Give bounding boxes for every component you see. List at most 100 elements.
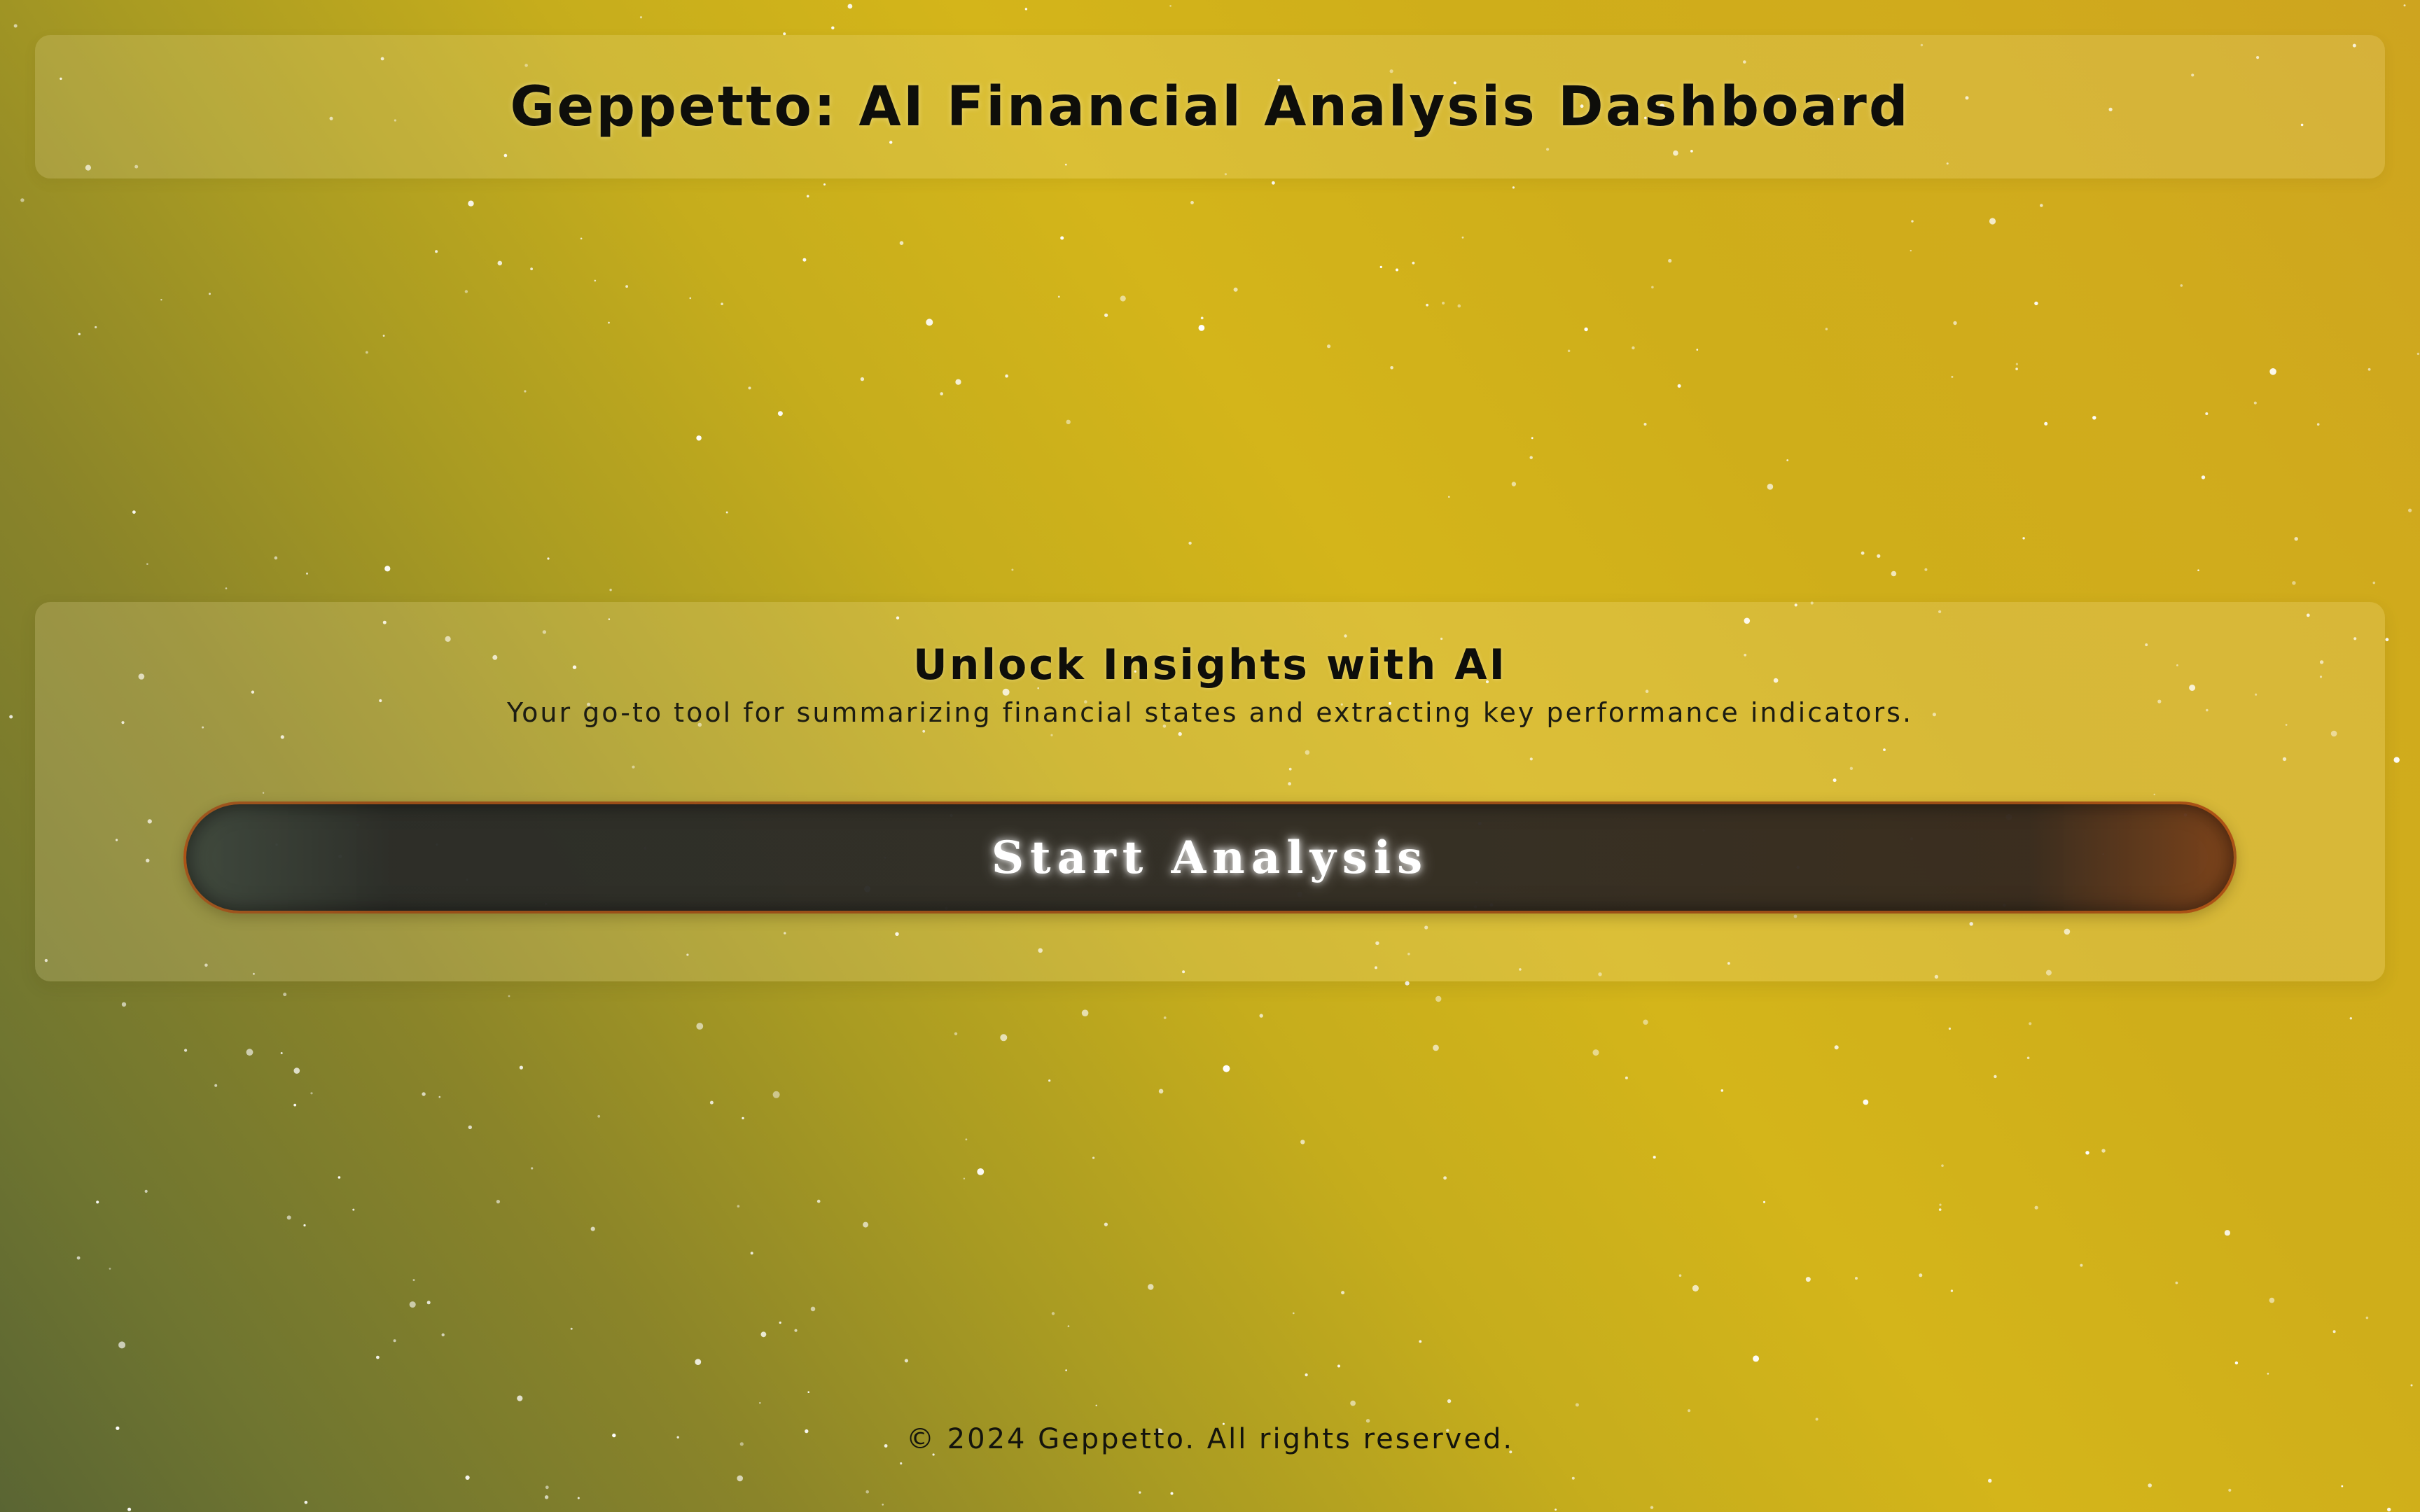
star-dot bbox=[1891, 570, 1897, 577]
star-dot bbox=[863, 1222, 869, 1228]
star-dot bbox=[748, 386, 751, 390]
star-dot bbox=[2385, 638, 2389, 642]
star-dot bbox=[900, 1462, 903, 1465]
star-dot bbox=[570, 1327, 573, 1330]
star-dot bbox=[1763, 1200, 1765, 1203]
star-dot bbox=[1396, 268, 1398, 272]
star-dot bbox=[96, 1200, 99, 1204]
star-dot bbox=[376, 1355, 380, 1359]
star-dot bbox=[1447, 1399, 1452, 1404]
star-dot bbox=[2332, 1330, 2336, 1334]
star-dot bbox=[940, 392, 943, 396]
star-dot bbox=[468, 1125, 472, 1130]
star-dot bbox=[303, 1224, 306, 1227]
star-dot bbox=[2092, 416, 2096, 420]
star-dot bbox=[1419, 1340, 1422, 1343]
star-dot bbox=[1919, 1273, 1923, 1278]
star-dot bbox=[1592, 1049, 1599, 1056]
star-dot bbox=[2416, 352, 2420, 356]
star-dot bbox=[384, 566, 391, 572]
star-dot bbox=[807, 1391, 809, 1393]
star-dot bbox=[2365, 1316, 2369, 1320]
star-dot bbox=[860, 377, 865, 382]
star-dot bbox=[865, 1490, 869, 1494]
star-dot bbox=[1120, 295, 1126, 302]
star-dot bbox=[1223, 1065, 1230, 1072]
star-dot bbox=[121, 1002, 127, 1007]
star-dot bbox=[465, 1475, 470, 1480]
star-dot bbox=[2269, 1297, 2275, 1303]
star-dot bbox=[1989, 218, 1996, 225]
star-dot bbox=[109, 1268, 111, 1270]
star-dot bbox=[926, 318, 933, 326]
star-dot bbox=[1861, 551, 1865, 555]
star-dot bbox=[1584, 327, 1588, 332]
star-dot bbox=[1457, 304, 1461, 308]
star-dot bbox=[146, 563, 148, 565]
star-dot bbox=[225, 587, 228, 589]
star-dot bbox=[1305, 1373, 1308, 1377]
page-title: Geppetto: AI Financial Analysis Dashboar… bbox=[510, 75, 1910, 139]
star-dot bbox=[1412, 261, 1415, 265]
star-dot bbox=[1855, 1277, 1858, 1280]
star-dot bbox=[1426, 303, 1428, 307]
star-dot bbox=[580, 237, 583, 240]
star-dot bbox=[806, 195, 809, 198]
star-dot bbox=[160, 299, 162, 301]
star-dot bbox=[2292, 581, 2296, 585]
star-dot bbox=[695, 1359, 702, 1365]
star-dot bbox=[577, 1497, 580, 1499]
star-dot bbox=[954, 1032, 958, 1036]
star-dot bbox=[608, 321, 610, 324]
star-dot bbox=[1065, 1369, 1067, 1371]
star-dot bbox=[1950, 1289, 1954, 1292]
star-dot bbox=[2034, 1205, 2038, 1210]
hero-subtitle: Your go-to tool for summarizing financia… bbox=[506, 697, 1914, 728]
hero-heading: Unlock Insights with AI bbox=[913, 640, 1507, 690]
star-dot bbox=[1653, 1156, 1656, 1159]
star-dot bbox=[118, 1341, 126, 1349]
star-dot bbox=[1625, 1076, 1628, 1079]
star-dot bbox=[1060, 236, 1064, 240]
star-dot bbox=[1575, 1403, 1579, 1407]
star-dot bbox=[95, 326, 97, 329]
star-dot bbox=[794, 1329, 798, 1332]
start-analysis-label: Start Analysis bbox=[991, 831, 1429, 884]
star-dot bbox=[2205, 412, 2209, 415]
star-dot bbox=[1939, 1203, 1942, 1206]
star-dot bbox=[1678, 1274, 1682, 1277]
star-dot bbox=[1461, 236, 1464, 239]
star-dot bbox=[438, 1096, 441, 1098]
star-dot bbox=[955, 379, 961, 385]
star-dot bbox=[594, 279, 597, 282]
star-dot bbox=[1104, 313, 1108, 317]
star-dot bbox=[1170, 1492, 1174, 1495]
star-dot bbox=[1951, 375, 1954, 378]
star-dot bbox=[2224, 1230, 2230, 1236]
star-dot bbox=[1753, 1355, 1760, 1362]
hero-panel: Unlock Insights with AI Your go-to tool … bbox=[35, 602, 2385, 981]
star-dot bbox=[1696, 349, 1699, 351]
star-dot bbox=[1529, 456, 1533, 459]
star-dot bbox=[2026, 1056, 2030, 1060]
star-dot bbox=[1198, 325, 1205, 331]
star-dot bbox=[1448, 496, 1450, 498]
star-dot bbox=[760, 1331, 767, 1338]
star-dot bbox=[1677, 384, 1681, 388]
star-dot bbox=[639, 16, 643, 19]
star-dot bbox=[1953, 321, 1957, 326]
star-dot bbox=[2022, 537, 2025, 540]
star-dot bbox=[435, 250, 438, 253]
star-dot bbox=[1668, 258, 1672, 263]
star-dot bbox=[1512, 186, 1515, 189]
star-dot bbox=[2175, 1281, 2178, 1284]
star-dot bbox=[1435, 995, 1442, 1002]
star-dot bbox=[496, 1200, 501, 1204]
star-dot bbox=[2410, 1384, 2413, 1387]
star-dot bbox=[2267, 1373, 2269, 1375]
star-dot bbox=[246, 1049, 253, 1056]
star-dot bbox=[2372, 581, 2376, 584]
start-analysis-button[interactable]: Start Analysis bbox=[183, 802, 2237, 913]
star-dot bbox=[1200, 316, 1204, 320]
star-dot bbox=[1571, 1476, 1575, 1480]
